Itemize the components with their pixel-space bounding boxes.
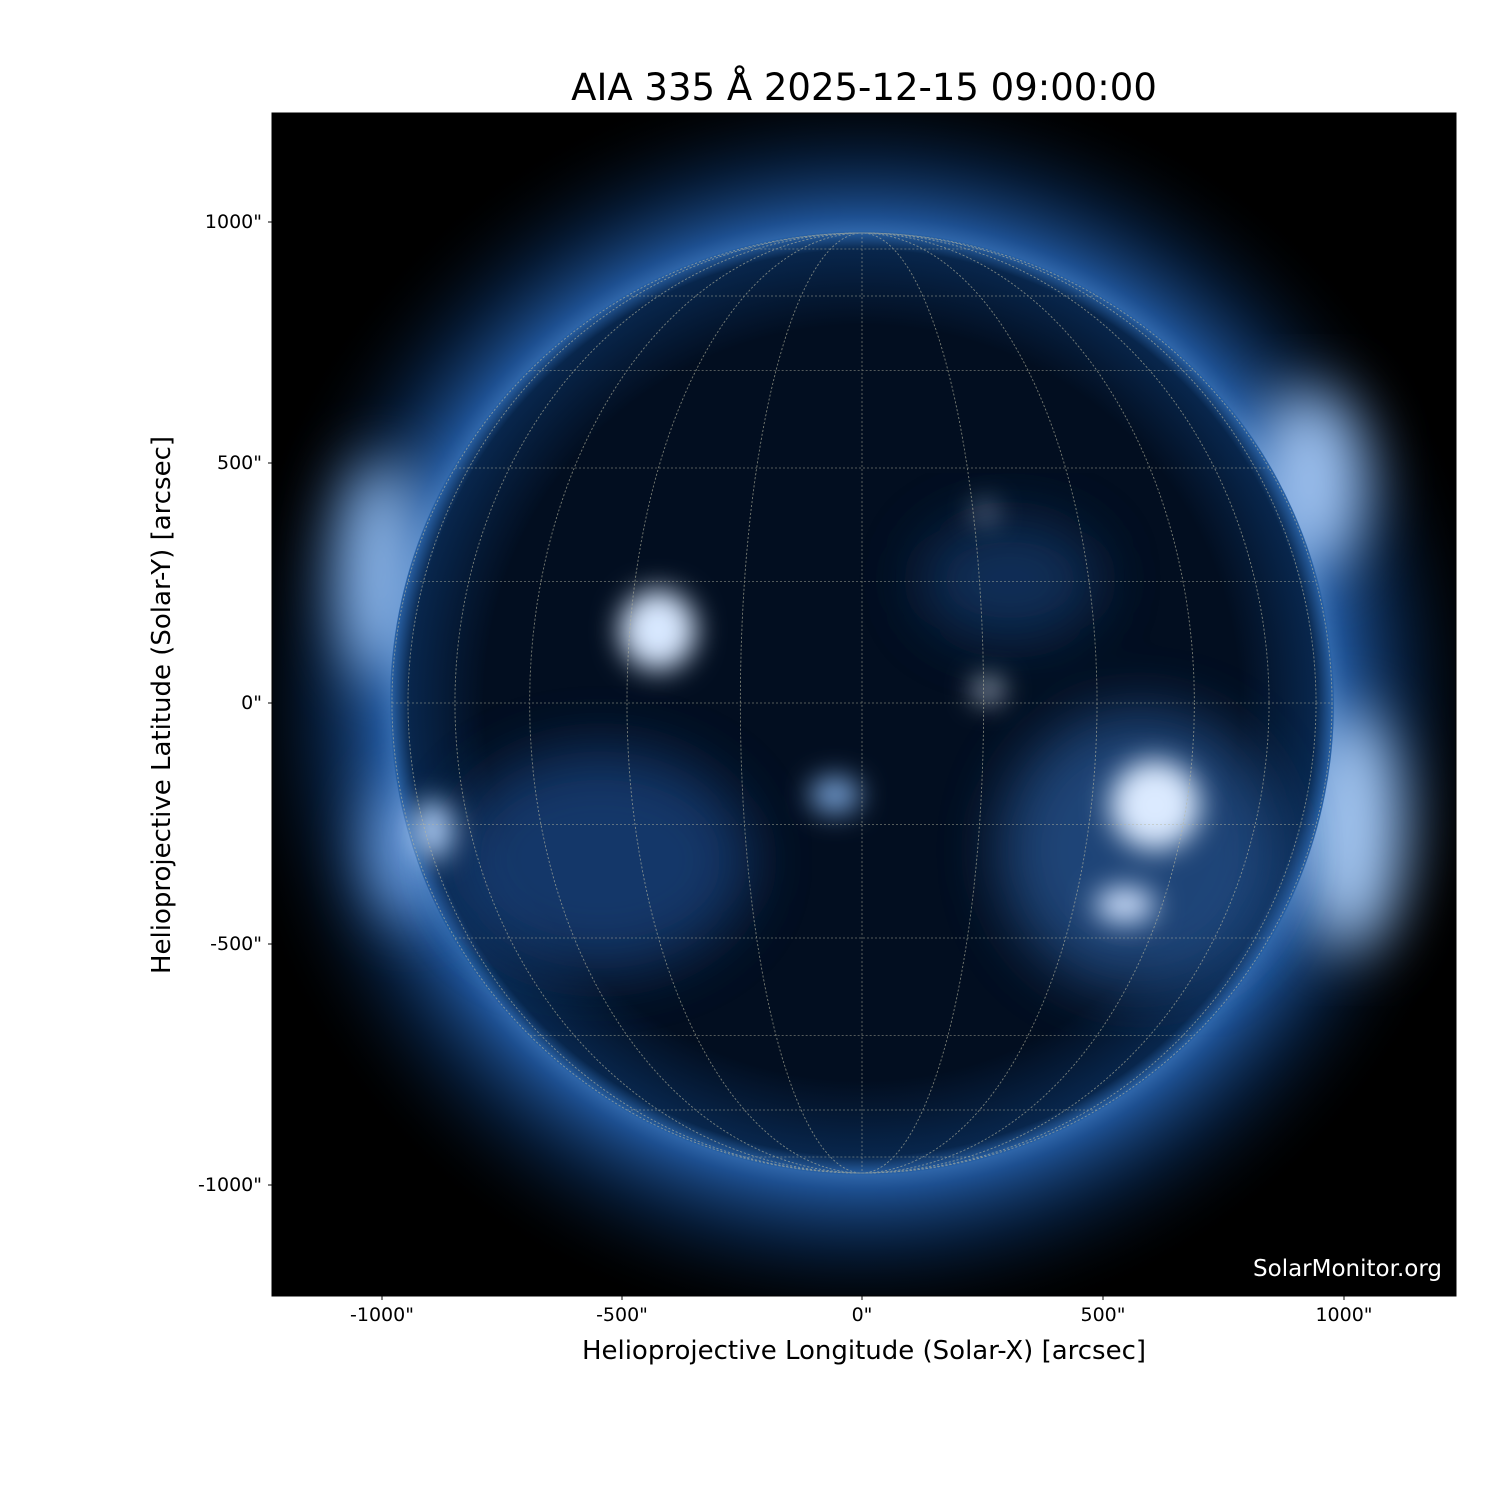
- grid-meridian: [407, 232, 1317, 1174]
- y-tick-label: 500": [216, 452, 262, 474]
- tick-marks: [268, 221, 1345, 1300]
- diffuse-regions: [450, 520, 1280, 990]
- watermark: SolarMonitor.org: [1253, 1256, 1442, 1282]
- x-tick-label: 500": [1080, 1304, 1126, 1326]
- active-regions: [410, 504, 1200, 923]
- y-tick-label: 0": [241, 692, 262, 714]
- x-tick-label: -500": [596, 1304, 648, 1326]
- y-tick-label: -500": [210, 933, 262, 955]
- x-tick-label: -1000": [350, 1304, 414, 1326]
- axes-frame: [271, 112, 1457, 1297]
- heliographic-grid: [391, 232, 1333, 1174]
- y-axis-label: Helioprojective Latitude (Solar-Y) [arcs…: [147, 435, 177, 975]
- x-tick-label: 1000": [1315, 1304, 1373, 1326]
- x-tick-label: 0": [851, 1304, 873, 1326]
- plot-title: AIA 335 Å 2025-12-15 09:00:00: [571, 66, 1157, 109]
- y-tick-label: -1000": [198, 1174, 262, 1196]
- y-tick-label: 1000": [204, 211, 262, 233]
- x-axis-label: Helioprojective Longitude (Solar-X) [arc…: [581, 1336, 1147, 1366]
